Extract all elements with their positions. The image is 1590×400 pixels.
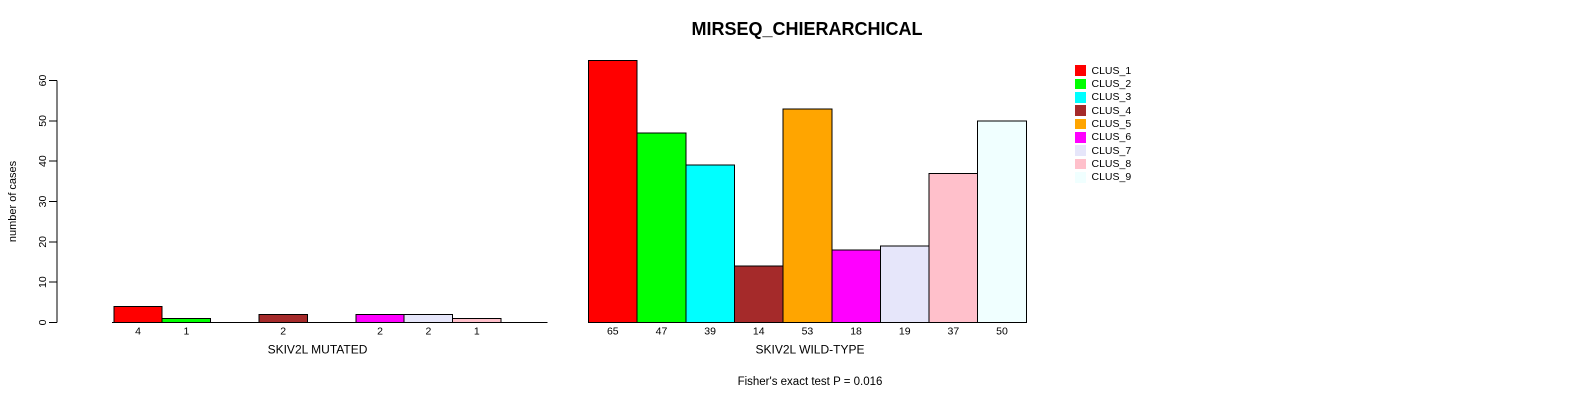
bar-clus_8-group-1 xyxy=(928,172,979,323)
legend-item-label: CLUS_9 xyxy=(1091,171,1132,184)
y-axis-tick-label: 0 xyxy=(37,319,49,325)
bar-clus_9-group-1 xyxy=(977,120,1027,323)
bar-clus_3-group-1 xyxy=(685,164,735,323)
bar-clus_7-group-1 xyxy=(879,245,930,323)
legend-item-clus_4: CLUS_4 xyxy=(1075,104,1131,117)
legend-swatch-clus_9 xyxy=(1075,172,1086,183)
bar-clus_7-group-0 xyxy=(403,313,454,323)
x-axis-group-label-0: SKIV2L MUTATED xyxy=(268,343,368,357)
bar-clus_4-group-1 xyxy=(733,265,784,323)
legend-item-clus_2: CLUS_2 xyxy=(1075,77,1131,90)
fisher-test-caption: Fisher's exact test P = 0.016 xyxy=(738,376,883,388)
bar-value-label: 14 xyxy=(753,326,765,338)
bar-clus_2-group-0 xyxy=(161,317,212,324)
legend-swatch-clus_5 xyxy=(1075,118,1086,130)
legend-item-label: CLUS_2 xyxy=(1091,78,1132,91)
legend-item-clus_6: CLUS_6 xyxy=(1075,131,1131,144)
legend-item-label: CLUS_5 xyxy=(1091,118,1132,131)
bar-value-label: 4 xyxy=(135,326,141,338)
legend-swatch-clus_4 xyxy=(1075,105,1086,116)
bar-value-label: 18 xyxy=(850,326,862,338)
legend: CLUS_1 CLUS_2 CLUS_3 CLUS_4 CLUS_5 CLUS_6 CLUS… xyxy=(1075,64,1131,184)
y-axis-tick-label: 50 xyxy=(37,115,49,127)
legend-item-clus_8: CLUS_8 xyxy=(1075,157,1131,170)
y-axis-tick-label: 40 xyxy=(37,155,49,167)
bar-value-label: 53 xyxy=(802,326,814,338)
legend-item-clus_9: CLUS_9 xyxy=(1075,171,1131,184)
legend-swatch-clus_8 xyxy=(1075,158,1086,170)
y-axis-tick-label: 10 xyxy=(37,276,49,288)
bar-clus_2-group-1 xyxy=(636,132,687,323)
bar-clus_6-group-1 xyxy=(831,249,881,324)
bar-value-label: 19 xyxy=(899,326,911,338)
bar-value-label: 2 xyxy=(280,326,286,338)
y-axis-tick-label: 20 xyxy=(37,236,49,248)
bar-value-label: 2 xyxy=(377,326,383,338)
legend-item-clus_5: CLUS_5 xyxy=(1075,117,1131,130)
legend-swatch-clus_6 xyxy=(1075,132,1086,143)
bar-value-label: 50 xyxy=(996,326,1008,338)
bar-clus_1-group-1 xyxy=(588,59,638,323)
legend-swatch-clus_1 xyxy=(1075,65,1086,76)
y-axis-tick-label: 60 xyxy=(37,75,49,87)
legend-item-clus_3: CLUS_3 xyxy=(1075,91,1131,104)
legend-item-label: CLUS_4 xyxy=(1091,104,1132,117)
bar-clus_5-group-1 xyxy=(782,108,833,323)
bar-value-label: 1 xyxy=(474,326,480,338)
bar-clus_1-group-0 xyxy=(113,305,163,324)
legend-item-label: CLUS_7 xyxy=(1091,144,1132,157)
legend-item-label: CLUS_6 xyxy=(1091,131,1132,144)
bar-value-label: 37 xyxy=(948,326,960,338)
legend-item-label: CLUS_8 xyxy=(1091,158,1132,171)
bar-value-label: 47 xyxy=(656,326,668,338)
x-axis-group-label-1: SKIV2L WILD-TYPE xyxy=(756,343,865,357)
bar-clus_8-group-0 xyxy=(452,317,502,324)
legend-item-label: CLUS_3 xyxy=(1091,91,1132,104)
legend-item-clus_1: CLUS_1 xyxy=(1075,64,1131,77)
bar-value-label: 1 xyxy=(183,326,189,338)
y-axis-title: number of cases xyxy=(7,160,19,242)
legend-swatch-clus_3 xyxy=(1075,92,1086,103)
bar-value-label: 39 xyxy=(704,326,716,338)
bar-clus_4-group-0 xyxy=(258,313,308,323)
legend-swatch-clus_2 xyxy=(1075,78,1086,90)
bar-value-label: 65 xyxy=(607,326,619,338)
y-axis-tick-label: 30 xyxy=(37,196,49,208)
chart-title: MIRSEQ_CHIERARCHICAL xyxy=(691,19,922,39)
bar-clus_6-group-0 xyxy=(355,313,405,323)
legend-item-clus_7: CLUS_7 xyxy=(1075,144,1131,157)
legend-swatch-clus_7 xyxy=(1075,145,1086,156)
bar-value-label: 2 xyxy=(425,326,431,338)
legend-item-label: CLUS_1 xyxy=(1091,64,1132,77)
